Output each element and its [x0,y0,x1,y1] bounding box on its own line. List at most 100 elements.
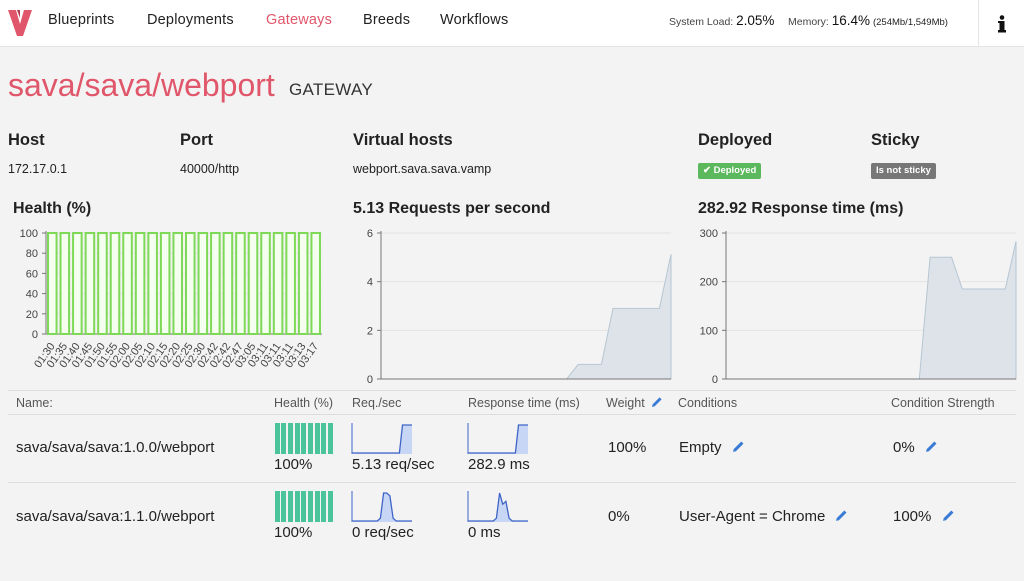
edit-strength-icon[interactable] [925,440,938,453]
virtual-hosts-value: webport.sava.sava.vamp [353,162,492,176]
row-name: sava/sava/sava:1.0.0/webport [16,439,215,456]
info-icon [997,14,1006,32]
memory-value: 16.4% [831,13,871,28]
row-req: 0 req/sec [352,524,414,541]
edit-condition-icon[interactable] [835,509,848,522]
health-bar [159,232,171,335]
health-bar [272,232,284,335]
health-chart: 02040608010001:3001:3501:4001:4501:5001:… [20,228,322,370]
memory-label: Memory: [788,16,829,28]
row-condition-text: Empty [679,439,722,456]
row-response: 282.9 ms [468,456,530,473]
row-strength-text: 100% [893,508,932,525]
spark-line [468,492,528,522]
nav-workflows[interactable]: Workflows [440,12,509,28]
deployed-badge: ✔ Deployed [698,163,762,179]
info-button[interactable] [978,0,1024,47]
health-mini-bar [274,491,280,522]
spark-area [468,425,528,454]
row-req: 5.13 req/sec [352,456,435,473]
health-mini-bar [307,491,313,522]
col-weight-header: Weight [606,396,663,410]
health-mini-bar [314,423,320,454]
health-bar [109,232,121,335]
system-load-value: 2.05% [736,13,775,28]
health-mini-bar [327,423,333,454]
health-mini-bar [281,423,287,454]
health-bar [97,232,108,335]
requests-chart-title: 5.13 Requests per second [353,200,550,218]
row-condition-text: User-Agent = Chrome [679,508,826,525]
y-tick-label: 4 [367,277,373,289]
row-response-sparkline [467,423,528,454]
health-mini-bar [294,423,300,454]
nav-blueprints[interactable]: Blueprints [48,12,115,28]
top-bar: Blueprints Deployments Gateways Breeds W… [0,0,1024,47]
edit-strength-icon[interactable] [942,509,955,522]
response-chart-value: 282.92 [698,200,747,217]
health-mini-bar [274,423,280,454]
row-divider [8,482,1016,483]
row-name: sava/sava/sava:1.1.0/webport [16,508,215,525]
health-mini-bar [287,491,293,522]
health-bar [59,232,71,335]
col-req-header: Req./sec [352,396,402,410]
row-weight: 0% [608,508,630,525]
health-bar [122,232,133,335]
response-time-chart: 0 100 200 300 [700,228,1017,386]
health-mini-bar [287,423,293,454]
nav-gateways[interactable]: Gateways [266,12,333,28]
y-tick-label: 100 [700,325,718,337]
spark-area [352,425,412,454]
health-bar [147,232,158,335]
health-mini-bar [294,491,300,522]
health-bar [197,232,209,335]
spark-line [352,492,412,522]
col-health-header: Health (%) [274,396,334,410]
row-req-sparkline [351,423,412,454]
host-label: Host [8,131,45,149]
y-tick-label: 0 [712,374,718,386]
virtual-hosts-label: Virtual hosts [353,131,453,149]
row-strength: 100% [893,508,955,525]
y-tick-label: 6 [367,228,373,240]
edit-weight-icon[interactable] [651,396,663,408]
y-tick-label: 60 [26,268,38,280]
health-bar [134,232,146,335]
port-value: 40000/http [180,162,240,176]
col-weight-label: Weight [606,396,645,410]
row-health-bars [274,423,334,454]
health-bar [172,232,183,335]
spark-line [468,424,528,454]
health-bar [285,232,296,335]
deployed-label: Deployed [698,131,773,149]
health-mini-bar [281,491,287,522]
health-mini-bar [321,423,327,454]
health-bar [84,232,96,335]
edit-condition-icon[interactable] [732,440,745,453]
health-mini-bar [327,491,333,522]
system-load-stat: System Load: 2.05% [669,13,774,28]
response-chart-title: 282.92 Response time (ms) [698,200,903,218]
vamp-logo[interactable] [8,10,32,36]
nav-breeds[interactable]: Breeds [363,12,411,28]
health-bar [310,232,322,335]
y-tick-label: 100 [20,228,38,240]
health-mini-bar [321,491,327,522]
host-value: 172.17.0.1 [8,162,68,176]
sticky-label: Sticky [871,131,920,149]
health-bar [72,232,83,335]
health-bar [260,232,271,335]
memory-stat: Memory: 16.4% (254Mb/1,549Mb) [788,13,948,28]
col-strength-header: Condition Strength [891,396,995,410]
area-series [381,254,672,380]
y-tick-label: 200 [700,277,718,289]
requests-chart-value: 5.13 [353,200,385,217]
table-top-divider [8,390,1016,391]
row-response-sparkline [467,491,528,522]
row-health: 100% [274,456,313,473]
health-bar [247,232,259,335]
nav-deployments[interactable]: Deployments [147,12,234,28]
row-condition: Empty [679,439,745,456]
y-tick-label: 20 [26,309,38,321]
